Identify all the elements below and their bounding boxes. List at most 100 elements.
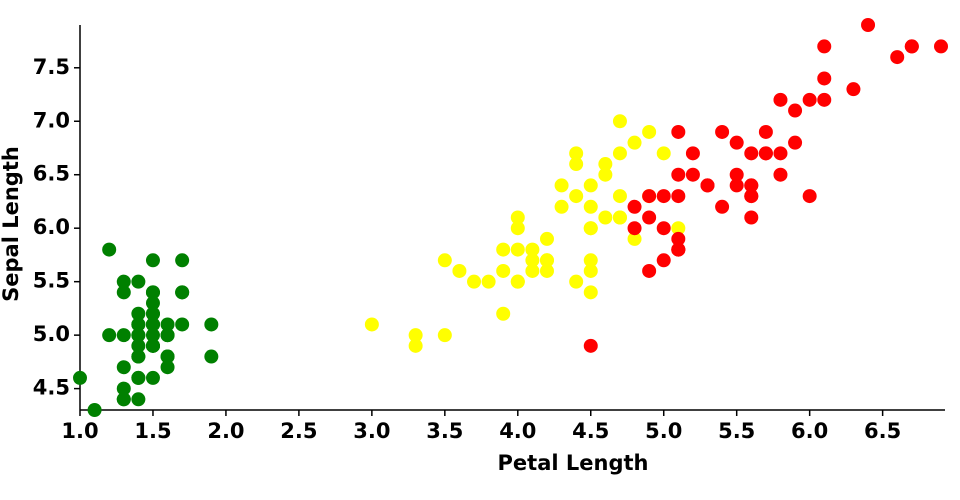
point (539, 253, 554, 268)
point (700, 178, 715, 193)
point (569, 157, 584, 172)
point (204, 349, 219, 364)
point (758, 146, 773, 161)
point (437, 328, 452, 343)
y-tick-label: 5.0 (33, 322, 70, 346)
point (160, 328, 175, 343)
point (569, 189, 584, 204)
point (729, 178, 744, 193)
point (554, 199, 569, 214)
point (612, 210, 627, 225)
point (145, 317, 160, 332)
point (583, 221, 598, 236)
point (802, 189, 817, 204)
x-tick-label: 5.5 (718, 419, 755, 443)
point (160, 360, 175, 375)
point (554, 178, 569, 193)
point (569, 146, 584, 161)
x-tick-label: 3.5 (426, 419, 463, 443)
point (802, 92, 817, 107)
point (583, 338, 598, 353)
point (904, 39, 919, 54)
point (145, 253, 160, 268)
point (817, 71, 832, 86)
point (715, 199, 730, 214)
x-tick-label: 2.0 (207, 419, 244, 443)
point (598, 210, 613, 225)
point (496, 263, 511, 278)
point (510, 221, 525, 236)
point (160, 317, 175, 332)
point (729, 167, 744, 182)
point (510, 274, 525, 289)
point (685, 167, 700, 182)
point (598, 167, 613, 182)
point (612, 146, 627, 161)
point (715, 124, 730, 139)
y-axis-label: Sepal Length (0, 146, 23, 302)
x-axis-label: Petal Length (498, 451, 649, 475)
point (671, 221, 686, 236)
point (583, 263, 598, 278)
point (656, 253, 671, 268)
point (131, 317, 146, 332)
point (729, 135, 744, 150)
point (525, 263, 540, 278)
point (642, 189, 657, 204)
point (773, 146, 788, 161)
point (131, 328, 146, 343)
point (642, 210, 657, 225)
point (131, 349, 146, 364)
point (583, 285, 598, 300)
x-tick-label: 2.5 (280, 419, 317, 443)
point (131, 370, 146, 385)
point (116, 360, 131, 375)
point (583, 199, 598, 214)
point (175, 253, 190, 268)
point (145, 285, 160, 300)
point (773, 92, 788, 107)
point (817, 92, 832, 107)
point (145, 370, 160, 385)
y-tick-label: 6.5 (33, 162, 70, 186)
point (496, 306, 511, 321)
x-tick-label: 4.5 (572, 419, 609, 443)
y-tick-label: 4.5 (33, 376, 70, 400)
point (116, 328, 131, 343)
point (744, 189, 759, 204)
point (671, 167, 686, 182)
point (788, 103, 803, 118)
point (612, 189, 627, 204)
point (510, 242, 525, 257)
point (744, 146, 759, 161)
point (612, 114, 627, 129)
point (861, 18, 876, 32)
point (773, 167, 788, 182)
point (437, 253, 452, 268)
y-tick-label: 7.5 (33, 55, 70, 79)
point (452, 263, 467, 278)
point (934, 39, 948, 54)
point (481, 274, 496, 289)
y-tick-label: 5.5 (33, 269, 70, 293)
point (116, 392, 131, 407)
point (583, 253, 598, 268)
y-tick-label: 7.0 (33, 108, 70, 132)
x-tick-label: 4.0 (499, 419, 536, 443)
point (467, 274, 482, 289)
point (598, 157, 613, 172)
point (846, 82, 861, 97)
point (175, 285, 190, 300)
point (656, 221, 671, 236)
point (131, 338, 146, 353)
x-tick-label: 1.5 (134, 419, 171, 443)
point (627, 135, 642, 150)
point (102, 328, 117, 343)
point (131, 274, 146, 289)
point (131, 306, 146, 321)
point (525, 242, 540, 257)
point (539, 263, 554, 278)
point (145, 328, 160, 343)
point (744, 178, 759, 193)
